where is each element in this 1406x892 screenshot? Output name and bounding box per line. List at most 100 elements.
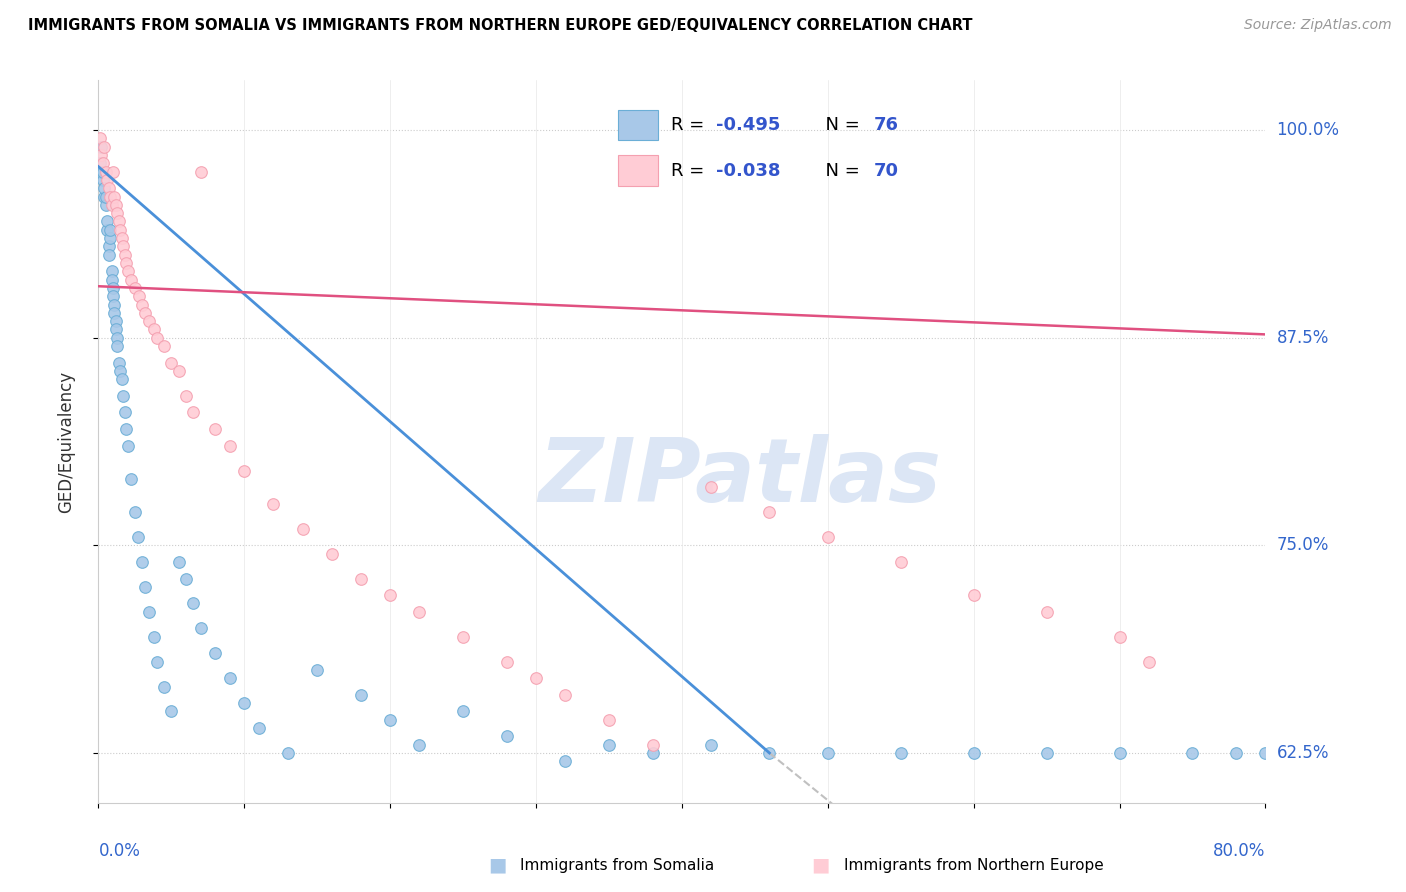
Point [104, 314, 127, 328]
Text: 75.0%: 75.0% [1277, 536, 1329, 554]
Point [146, 655, 169, 669]
Point [108, 214, 131, 228]
Point [1035, 746, 1057, 760]
Point [111, 372, 134, 386]
Point [120, 272, 142, 286]
Point [97, 248, 120, 262]
Point [167, 364, 190, 378]
Point [138, 314, 160, 328]
Point [817, 530, 839, 544]
Point [350, 572, 373, 586]
Point [127, 530, 149, 544]
Text: ZIPatlas: ZIPatlas [538, 434, 942, 521]
Text: IMMIGRANTS FROM SOMALIA VS IMMIGRANTS FROM NORTHERN EUROPE GED/EQUIVALENCY CORRE: IMMIGRANTS FROM SOMALIA VS IMMIGRANTS FR… [28, 18, 973, 33]
Point [101, 289, 124, 303]
Point [190, 164, 212, 178]
Point [554, 688, 576, 702]
Point [1371, 746, 1393, 760]
Point [96, 214, 118, 228]
Point [100, 272, 122, 286]
Point [115, 422, 138, 436]
Point [103, 189, 125, 203]
Point [181, 597, 204, 611]
Point [128, 289, 150, 303]
Point [262, 497, 284, 511]
Point [142, 322, 165, 336]
Point [1108, 630, 1130, 644]
Point [524, 671, 547, 685]
Point [110, 223, 132, 237]
Text: Source: ZipAtlas.com: Source: ZipAtlas.com [1244, 18, 1392, 32]
Point [1108, 746, 1130, 760]
Y-axis label: GED/Equivalency: GED/Equivalency [56, 370, 75, 513]
Point [1327, 887, 1350, 892]
Point [758, 505, 780, 519]
Point [1181, 838, 1204, 852]
Point [91, 164, 114, 178]
Point [98, 231, 121, 245]
Point [97, 239, 120, 253]
Point [1225, 854, 1247, 868]
Text: 87.5%: 87.5% [1277, 329, 1329, 347]
Point [1035, 605, 1057, 619]
Point [291, 522, 314, 536]
Point [108, 356, 131, 370]
Text: 100.0%: 100.0% [1277, 121, 1340, 139]
Point [103, 297, 125, 311]
Text: ■: ■ [488, 855, 506, 875]
Point [321, 547, 343, 561]
Point [204, 646, 226, 660]
Point [103, 306, 125, 320]
Point [100, 198, 122, 212]
Point [114, 248, 136, 262]
Text: Immigrants from Northern Europe: Immigrants from Northern Europe [844, 858, 1104, 872]
Point [89, 131, 111, 145]
Point [641, 746, 664, 760]
Point [1225, 746, 1247, 760]
Text: ■: ■ [811, 855, 830, 875]
Text: Immigrants from Somalia: Immigrants from Somalia [520, 858, 714, 872]
Point [181, 405, 204, 419]
Point [700, 738, 723, 752]
Point [204, 422, 226, 436]
Point [641, 738, 664, 752]
Point [112, 389, 135, 403]
Point [100, 264, 122, 278]
Point [117, 439, 139, 453]
Point [160, 705, 183, 719]
Point [110, 364, 132, 378]
Point [962, 588, 984, 602]
Point [101, 164, 124, 178]
Point [598, 713, 620, 727]
Point [408, 738, 430, 752]
Point [817, 746, 839, 760]
Point [1327, 746, 1350, 760]
Point [233, 464, 256, 478]
Point [380, 713, 402, 727]
Point [350, 688, 373, 702]
Point [91, 173, 114, 187]
Point [962, 746, 984, 760]
Point [174, 389, 197, 403]
Point [146, 331, 169, 345]
Point [98, 223, 121, 237]
Point [124, 281, 146, 295]
Point [160, 356, 183, 370]
Point [138, 605, 160, 619]
Point [134, 306, 156, 320]
Point [90, 139, 112, 153]
Point [247, 721, 270, 735]
Point [94, 164, 117, 178]
Point [451, 705, 474, 719]
Point [190, 621, 212, 635]
Text: 62.5%: 62.5% [1277, 744, 1329, 762]
Point [496, 730, 519, 744]
Point [153, 339, 176, 353]
Point [890, 555, 912, 569]
Text: 80.0%: 80.0% [1213, 842, 1265, 860]
Point [307, 663, 329, 677]
Point [1254, 746, 1277, 760]
Point [277, 746, 299, 760]
Point [120, 472, 142, 486]
Point [131, 297, 153, 311]
